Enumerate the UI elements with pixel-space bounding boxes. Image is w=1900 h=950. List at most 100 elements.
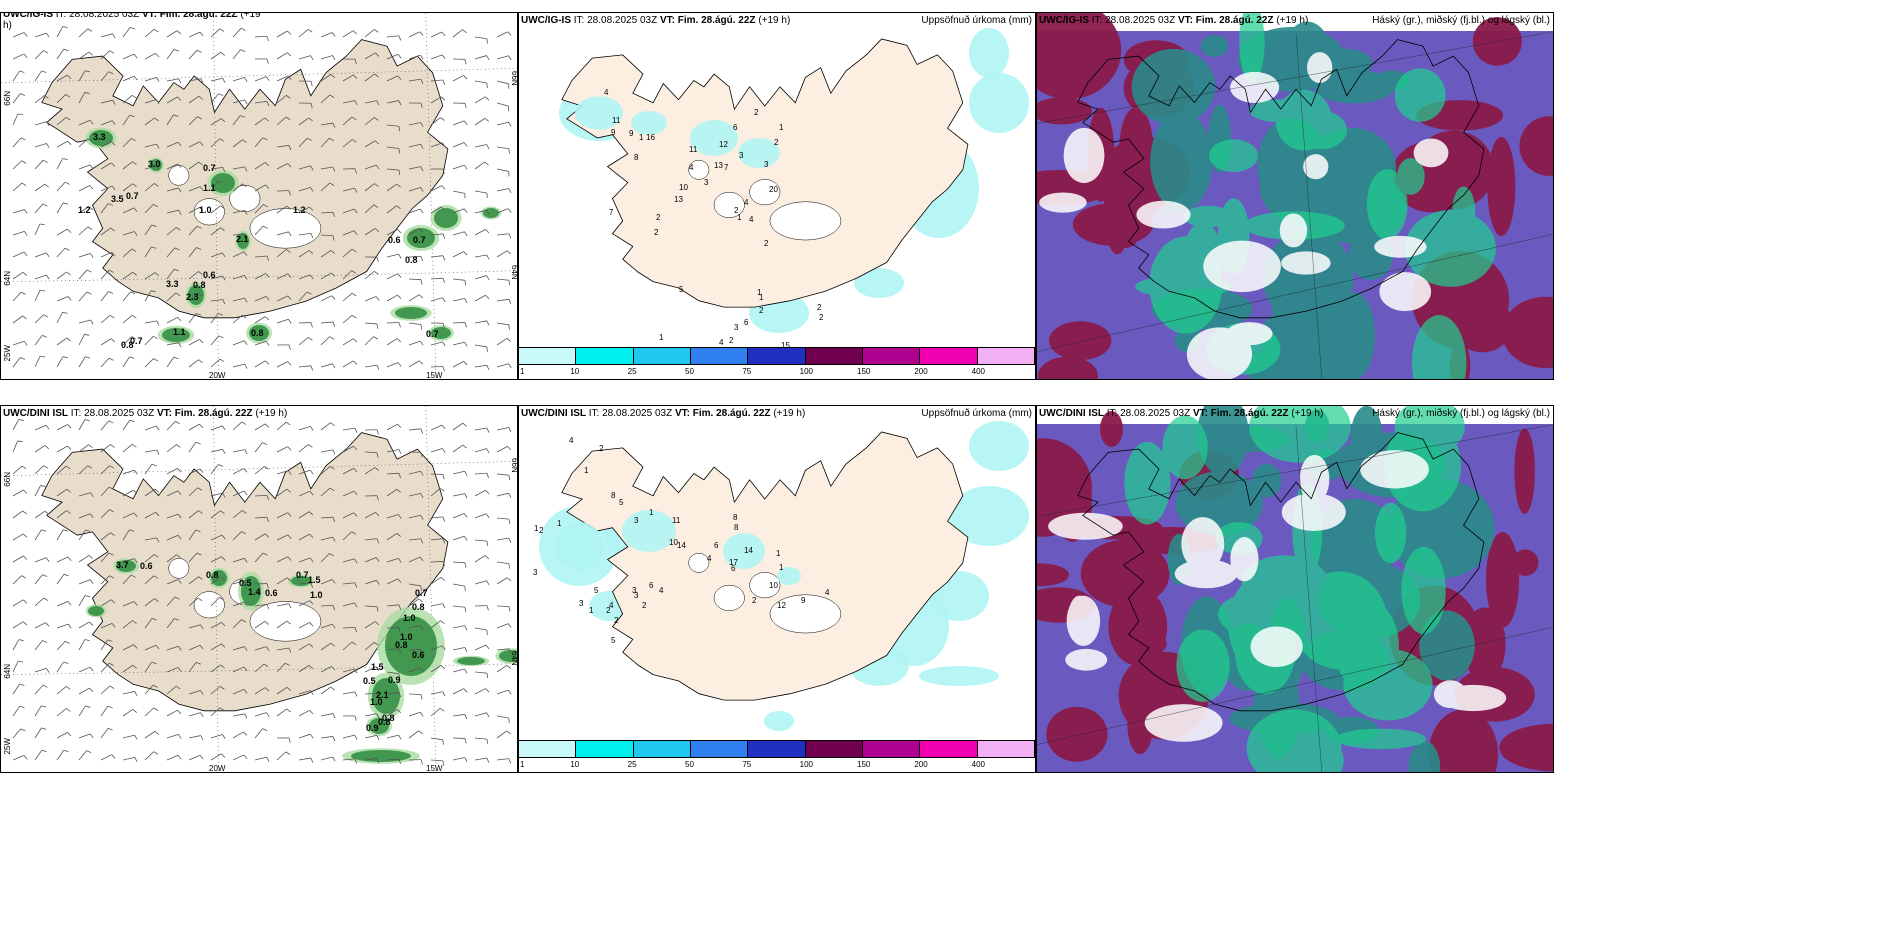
accum-value-label: 2 <box>656 213 661 222</box>
cloud-layer <box>1135 13 1497 379</box>
accum-value-label: 3 <box>533 568 538 577</box>
colorbar-swatch <box>863 347 921 365</box>
precip-wind-map <box>1 13 517 379</box>
accum-value-label: 1 <box>759 293 764 302</box>
accum-value-label: 2 <box>539 526 544 535</box>
accum-value-label: 13 <box>714 161 723 170</box>
colorbar-tick: 400 <box>971 367 986 376</box>
precip-accum-inland <box>575 96 780 168</box>
colorbar-swatch <box>633 347 691 365</box>
accum-value-label: 4 <box>604 88 609 97</box>
precip-value-label: 2.3 <box>186 292 199 302</box>
precip-value-label: 0.8 <box>412 602 425 612</box>
accum-value-label: 5 <box>611 636 616 645</box>
accum-value-label: 3 <box>632 586 637 595</box>
panel-title: UWC/IG-IS IT: 28.08.2025 03Z VT: Fim. 28… <box>3 12 261 31</box>
cloud-layer <box>1048 450 1507 742</box>
colorbar-swatch <box>748 740 806 758</box>
accum-value-label: 9 <box>801 596 806 605</box>
colorbar-tick: 50 <box>685 760 694 769</box>
glacier <box>249 601 322 642</box>
accum-value-label: 2 <box>734 206 739 215</box>
precip-value-label: 1.0 <box>400 632 413 642</box>
precip-value-label: 3.0 <box>148 159 161 169</box>
colorbar-tick: 400 <box>971 760 986 769</box>
accum-value-label: 1 <box>776 549 781 558</box>
precip-value-label: 1.0 <box>370 697 383 707</box>
colorbar-tick: 50 <box>685 367 694 376</box>
precip-accum-inland <box>555 510 801 585</box>
glacier <box>193 198 225 226</box>
glacier <box>688 553 710 573</box>
panel-dini-accum: UWC/DINI ISL IT: 28.08.2025 03Z VT: Fim.… <box>518 405 1036 773</box>
colorbar: 1 10 25 50 75 100 150 200 400 <box>519 740 1035 772</box>
glacier <box>193 591 225 619</box>
accum-value-label: 2 <box>817 303 822 312</box>
accum-value-label: 6 <box>733 123 738 132</box>
precip-heavy <box>89 130 499 342</box>
accum-value-label: 4 <box>707 554 712 563</box>
accum-value-label: 15 <box>781 341 790 350</box>
accum-value-label: 5 <box>619 498 624 507</box>
accum-value-label: 4 <box>609 601 614 610</box>
precip-value-label: 0.9 <box>366 723 379 733</box>
glacier <box>749 572 781 599</box>
accum-value-label: 2 <box>819 313 824 322</box>
accum-value-label: 6 <box>714 541 719 550</box>
colorbar-tick: 75 <box>742 367 752 376</box>
precip-value-label: 0.7 <box>130 336 143 346</box>
lat-label: 66N <box>510 458 518 473</box>
colorbar-swatch <box>977 740 1035 758</box>
colorbar-swatch <box>519 740 577 758</box>
precip-value-label: 0.8 <box>382 713 395 723</box>
accum-value-label: 2 <box>614 616 619 625</box>
precip-value-label: 0.5 <box>239 578 252 588</box>
accum-value-label: 2 <box>752 596 757 605</box>
lat-label: 66N <box>3 91 12 106</box>
precip-value-label: 1.5 <box>308 575 321 585</box>
colorbar-tick: 150 <box>857 760 871 769</box>
precip-value-label: 0.8 <box>395 640 408 650</box>
coastline <box>1077 432 1485 712</box>
glacier <box>769 201 842 241</box>
accum-value-label: 2 <box>754 108 759 117</box>
accum-value-label: 4 <box>689 163 694 172</box>
accum-value-label: 9 <box>629 129 634 138</box>
glacier <box>168 558 190 579</box>
cloud-cover-map <box>1037 406 1553 772</box>
lon-label: 25W <box>3 738 12 755</box>
precip-value-label: 0.8 <box>251 328 264 338</box>
precip-value-label: 3.5 <box>111 194 124 204</box>
accum-value-label: 12 <box>719 140 728 149</box>
accum-value-label: 6 <box>649 581 654 590</box>
lon-label: 15W <box>426 371 443 380</box>
precip-value-label: 0.7 <box>126 191 139 201</box>
panel-dini-precip: UWC/DINI ISL IT: 28.08.2025 03Z VT: Fim.… <box>0 405 518 773</box>
colorbar-swatch <box>805 740 863 758</box>
colorbar-swatch <box>691 740 749 758</box>
panel-ig-precip: UWC/IG-IS IT: 28.08.2025 03Z VT: Fim. 28… <box>0 12 518 380</box>
panel-ig-cloud: UWC/IG-IS IT: 28.08.2025 03Z VT: Fim. 28… <box>1036 12 1554 380</box>
colorbar-tick: 1 <box>520 760 525 769</box>
precip-value-label: 3.3 <box>93 132 106 142</box>
iceland-landmass <box>561 431 969 701</box>
accum-value-label: 1 <box>779 123 784 132</box>
precip-value-label: 0.6 <box>203 270 216 280</box>
precip-value-label: 0.6 <box>265 588 278 598</box>
accum-value-label: 1 <box>639 133 644 142</box>
accum-value-label: 1 <box>534 524 539 533</box>
precip-value-label: 0.6 <box>388 235 401 245</box>
precip-wind-map <box>1 406 517 772</box>
colorbar-tick: 100 <box>799 760 814 769</box>
precip-value-label: 1.4 <box>248 587 261 597</box>
accum-precip-map <box>539 421 1029 731</box>
accum-value-label: 4 <box>659 586 664 595</box>
accum-value-label: 7 <box>724 163 729 172</box>
accum-value-label: 2 <box>729 336 734 345</box>
accum-value-label: 4 <box>719 338 724 347</box>
colorbar: 1 10 25 50 75 100 150 200 400 <box>519 347 1035 379</box>
accum-value-label: 3 <box>579 599 584 608</box>
glacier <box>713 191 745 218</box>
glacier <box>713 584 745 611</box>
accum-value-label: 6 <box>731 564 736 573</box>
